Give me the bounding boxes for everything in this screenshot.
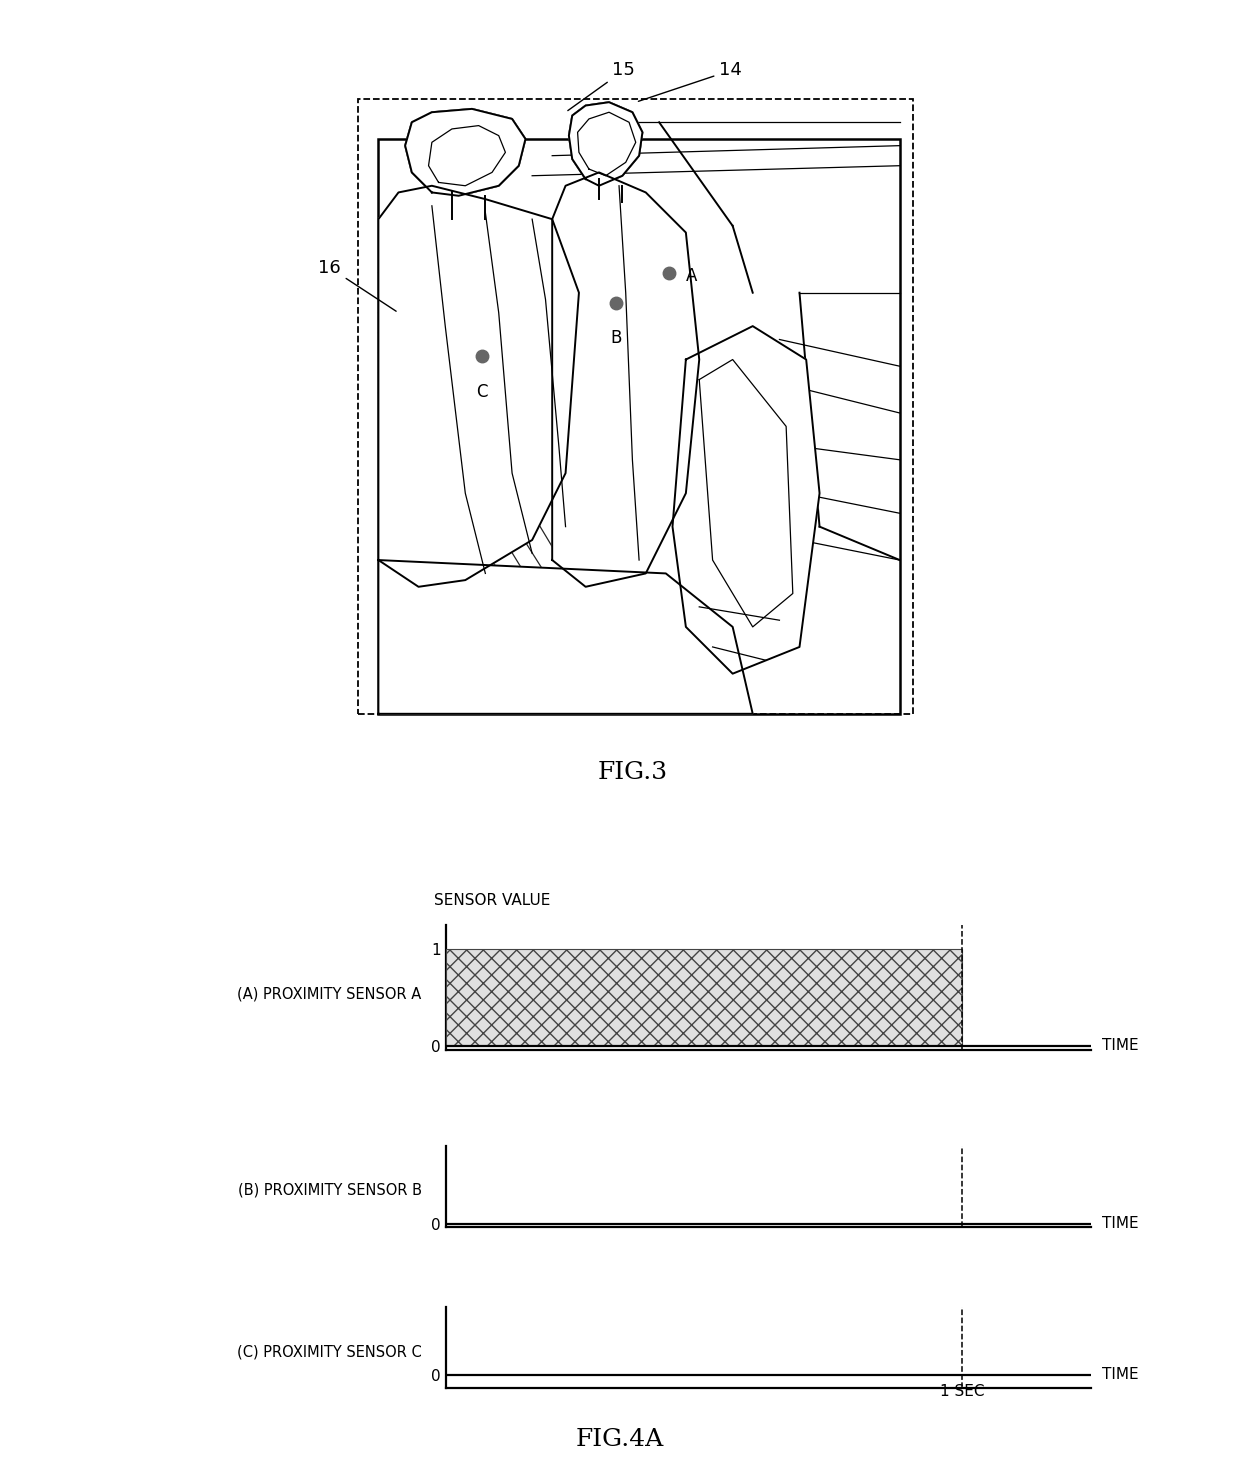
Text: TIME: TIME: [1101, 1039, 1138, 1053]
Text: (A) PROXIMITY SENSOR A: (A) PROXIMITY SENSOR A: [237, 987, 422, 1002]
Text: A: A: [686, 267, 697, 285]
Polygon shape: [378, 185, 579, 586]
Text: TIME: TIME: [1101, 1216, 1138, 1231]
Polygon shape: [569, 103, 642, 185]
Text: 1 SEC: 1 SEC: [940, 1384, 985, 1400]
Text: 14: 14: [639, 62, 743, 101]
Text: C: C: [476, 383, 487, 401]
Bar: [378, 140, 900, 714]
Polygon shape: [378, 560, 753, 714]
Text: TIME: TIME: [1101, 1368, 1138, 1382]
Text: FIG.3: FIG.3: [598, 761, 667, 783]
Text: B: B: [610, 329, 621, 348]
Bar: [358, 98, 913, 714]
Text: 16: 16: [319, 259, 396, 311]
Polygon shape: [672, 326, 820, 674]
Text: SENSOR VALUE: SENSOR VALUE: [434, 893, 551, 908]
Text: (C) PROXIMITY SENSOR C: (C) PROXIMITY SENSOR C: [237, 1344, 422, 1359]
Bar: [446, 949, 962, 1046]
Polygon shape: [405, 109, 526, 195]
Text: 15: 15: [568, 62, 635, 110]
Text: (B) PROXIMITY SENSOR B: (B) PROXIMITY SENSOR B: [238, 1183, 422, 1197]
Text: FIG.4A: FIG.4A: [575, 1428, 665, 1451]
Polygon shape: [552, 172, 699, 586]
